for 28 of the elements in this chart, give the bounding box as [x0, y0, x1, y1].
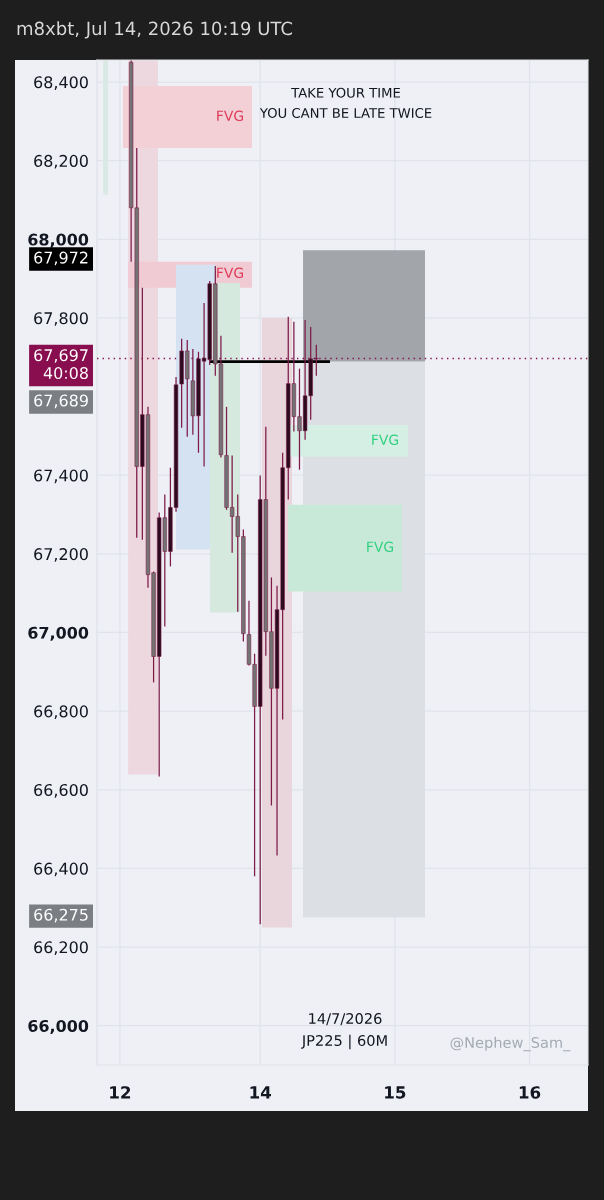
ref-line-label: 67,697 40:08 — [34, 349, 88, 380]
annotation: TAKE YOUR TIME YOU CANT BE LATE TWICE — [259, 87, 432, 118]
y-tick-label: 66,200 — [34, 941, 88, 955]
chart-title: m8xbt, Jul 14, 2026 10:19 UTC — [17, 21, 293, 39]
y-tick-label: 67,800 — [34, 312, 88, 326]
y-tick-label: 68,400 — [34, 76, 88, 90]
annotation: 14/7/2026 JP225 | 60M — [301, 1013, 387, 1050]
y-tick-label: 67,000 — [28, 626, 89, 641]
y-tick-label: 66,000 — [28, 1019, 89, 1035]
annotation: FVG — [217, 267, 243, 279]
y-tick-label: 66,600 — [34, 783, 88, 798]
y-tick-label: 68,000 — [28, 233, 89, 248]
x-tick-label: 16 — [519, 1086, 541, 1099]
y-tick-label: 67,200 — [34, 548, 88, 562]
x-tick-label: 14 — [250, 1086, 272, 1099]
text: 67,972 — [34, 251, 88, 266]
annotation: FVG — [372, 434, 398, 446]
x-tick-label: 15 — [385, 1086, 406, 1099]
annotation: FVG — [367, 541, 393, 553]
y-tick-label: 67,400 — [34, 469, 88, 484]
y-tick-label: 66,400 — [34, 862, 88, 877]
y-tick-label: 66,800 — [34, 705, 88, 720]
x-tick-label: 12 — [110, 1086, 131, 1099]
text: 66,275 — [34, 908, 88, 923]
annotation: @Nephew_Sam_ — [450, 1036, 571, 1052]
annotation: FVG — [217, 110, 243, 122]
text: 67,689 — [34, 394, 88, 409]
y-tick-label: 68,200 — [34, 154, 88, 169]
